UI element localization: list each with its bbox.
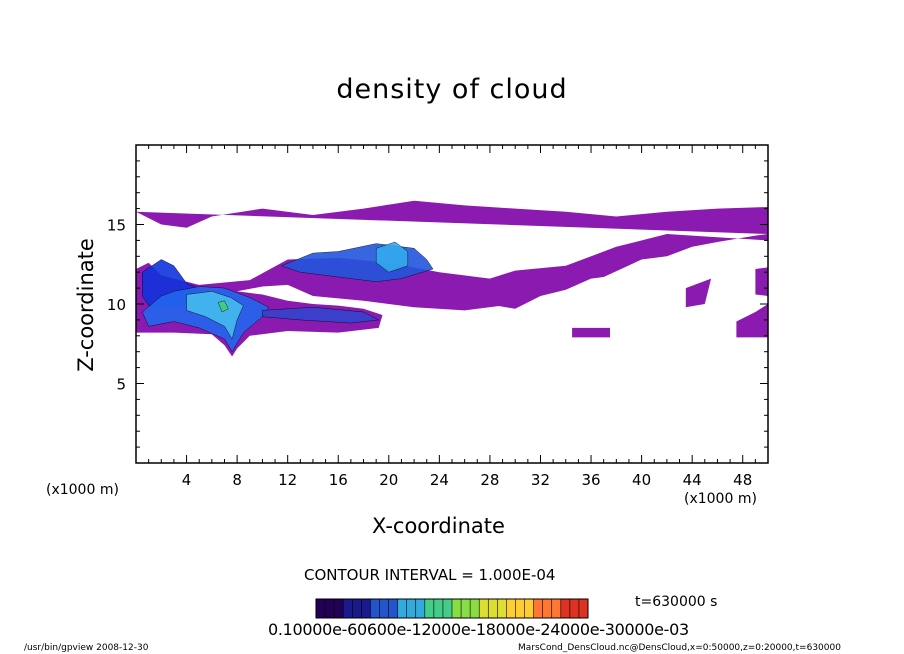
colorbar-cell [461, 599, 471, 618]
colorbar-cell [524, 599, 534, 618]
colorbar-cell [533, 599, 543, 618]
colorbar-cell [424, 599, 435, 618]
y-ticks: 5 10 15 [107, 160, 768, 448]
x-tick-label: 8 [232, 471, 242, 489]
colorbar-cell [397, 599, 407, 618]
x-tick-label: 28 [480, 471, 499, 489]
cloud-region-middle-band [136, 257, 541, 311]
colorbar-cell [569, 599, 580, 618]
colorbar-cell [578, 599, 589, 618]
cloud-region-right-patch-a [572, 327, 610, 338]
y-tick-label: 5 [116, 376, 126, 394]
colorbar-cell [325, 599, 335, 618]
footer-right: MarsCond_DensCloud.nc@DensCloud,x=0:5000… [518, 643, 841, 653]
colorbar-cell [433, 599, 444, 618]
colorbar-cell [388, 599, 398, 618]
colorbar-frame [315, 598, 589, 619]
colorbar-cell [452, 599, 462, 618]
x-unit-label-right: (x1000 m) [684, 491, 757, 507]
cloud-core-core-left-green [217, 300, 229, 313]
x-tick-label: 48 [733, 471, 752, 489]
colorbar-tick-labels: 0.10000e-60600e-12000e-18000e-24000e-300… [268, 620, 689, 639]
colorbar-cell [334, 599, 344, 618]
x-tick-label: 40 [632, 471, 651, 489]
cloud-core-core-left-bright [186, 291, 244, 340]
contour-interval-label: CONTOUR INTERVAL = 1.000E-04 [304, 566, 556, 584]
x-tick-label: 16 [329, 471, 348, 489]
y-axis-label: Z-coordinate [74, 238, 98, 372]
cloud-core-core-center-bright [376, 241, 408, 273]
colorbar-cell [379, 599, 389, 618]
time-label: t=630000 s [635, 594, 718, 610]
x-unit-label-left: (x1000 m) [46, 482, 119, 498]
x-tick-label: 32 [531, 471, 550, 489]
colorbar-cell [551, 599, 562, 618]
colorbar-cell [352, 599, 362, 618]
x-ticks: 4 8 12 16 20 24 28 32 36 40 44 48 [148, 145, 756, 489]
colorbar-cell [361, 599, 371, 618]
x-tick-label: 4 [182, 471, 192, 489]
x-tick-label: 24 [430, 471, 449, 489]
cloud-core-core-band-right [262, 306, 380, 324]
cloud-region-right-patch-b [685, 278, 712, 308]
x-tick-label: 44 [683, 471, 702, 489]
x-axis-label: X-coordinate [372, 514, 505, 538]
colorbar-cell [343, 599, 353, 618]
chart-title: density of cloud [336, 74, 568, 105]
colorbar-cell [370, 599, 380, 618]
colorbar-cell [406, 599, 417, 618]
x-tick-label: 36 [581, 471, 600, 489]
colorbar-cell [488, 599, 498, 618]
footer-left: /usr/bin/gpview 2008-12-30 [24, 643, 149, 653]
x-tick-label: 20 [379, 471, 398, 489]
colorbar-cell [415, 599, 426, 618]
colorbar-cell [479, 599, 489, 618]
colorbar-cell [515, 599, 525, 618]
y-tick-label: 10 [107, 296, 126, 314]
colorbar [315, 598, 589, 619]
x-tick-label: 12 [278, 471, 297, 489]
colorbar-cell [542, 599, 553, 618]
colorbar-cell [497, 599, 507, 618]
cloud-region-right-edge [736, 304, 768, 338]
colorbar-cell [316, 599, 326, 618]
cloud-region-upper-layer [136, 200, 768, 309]
colorbar-cell [506, 599, 516, 618]
cloud-cores [142, 241, 434, 353]
cloud-region-right-edge-upper [755, 267, 768, 296]
colorbar-cell [470, 599, 480, 618]
colorbar-cell [442, 599, 453, 618]
colorbar-cell [560, 599, 571, 618]
y-tick-label: 15 [107, 217, 126, 235]
